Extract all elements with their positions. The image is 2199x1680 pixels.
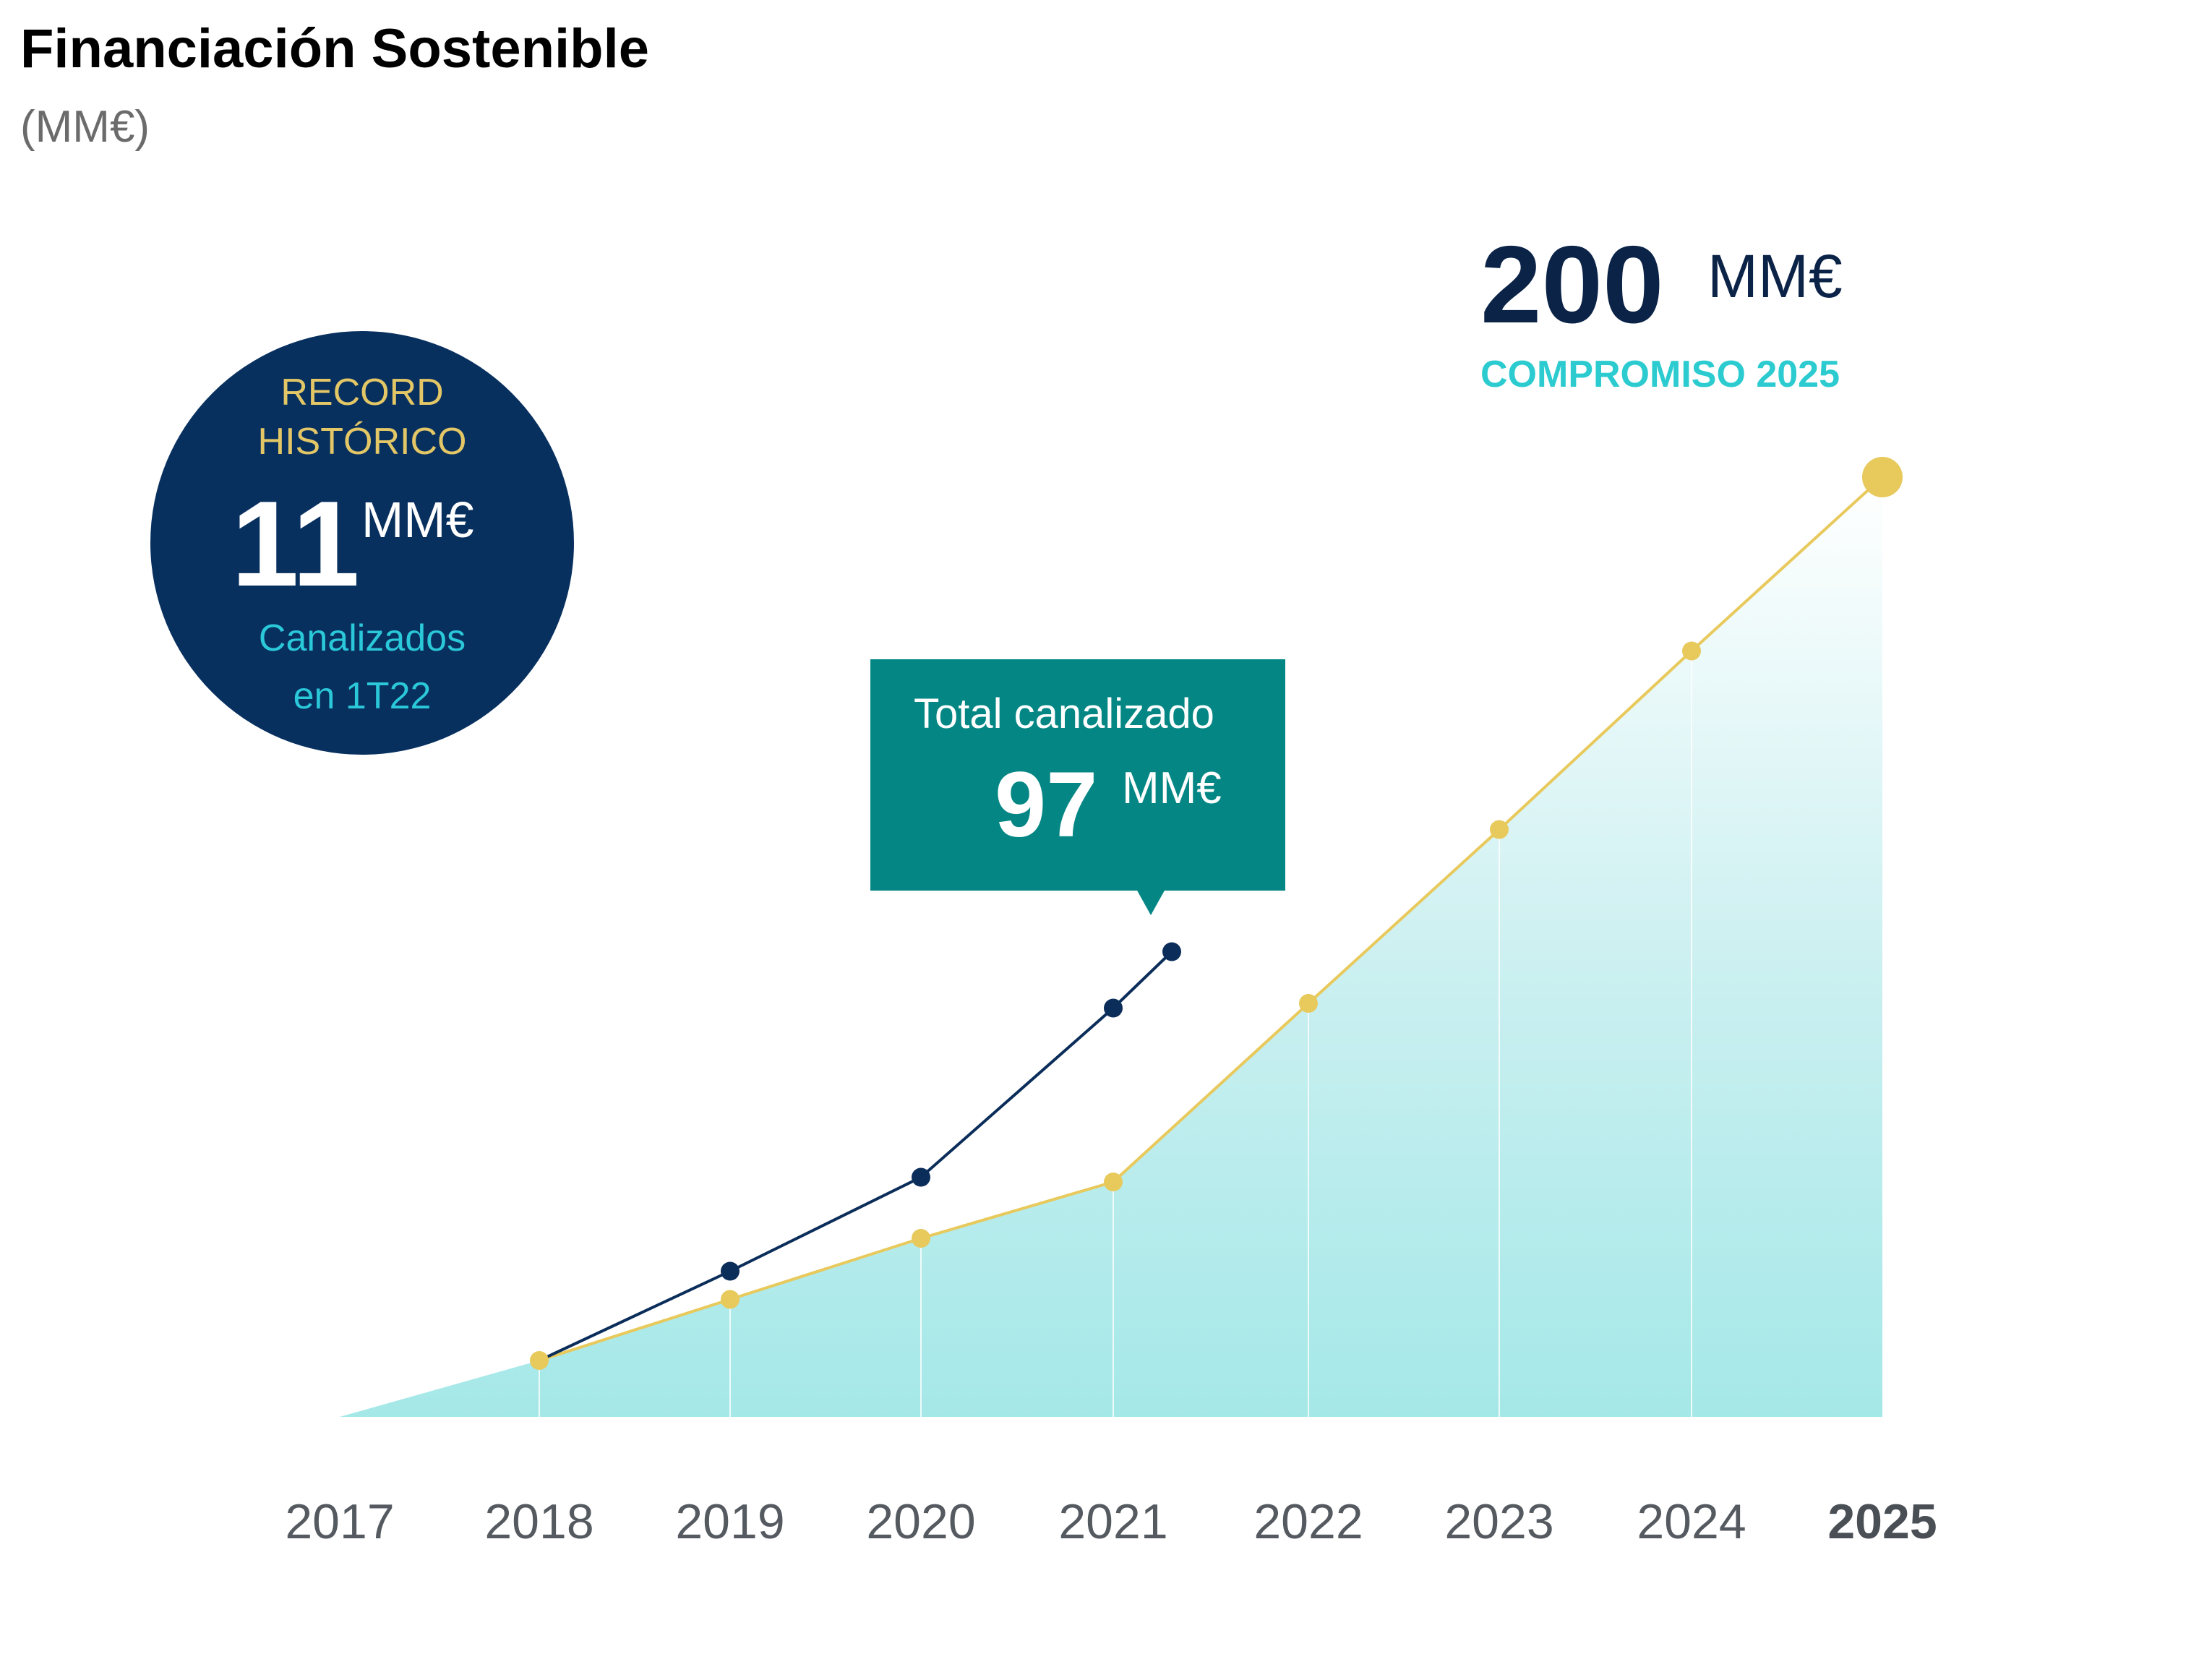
record-desc-line1: Canalizados <box>258 617 466 659</box>
target-point <box>1682 641 1701 661</box>
actual-point <box>1162 942 1181 961</box>
total-unit: MM€ <box>1122 763 1222 813</box>
x-tick-label: 2018 <box>484 1494 593 1549</box>
chart-unit-label: (MM€) <box>20 102 150 152</box>
actual-point <box>721 1261 740 1281</box>
target-series-line <box>539 476 1884 1362</box>
total-label: Total canalizado <box>914 690 1214 737</box>
x-tick-label: 2019 <box>675 1494 784 1549</box>
target-point <box>721 1290 740 1309</box>
x-tick-label: 2020 <box>866 1494 975 1549</box>
x-tick-label: 2023 <box>1444 1494 1553 1549</box>
record-badge: RECORD HISTÓRICO 11 MM€ Canalizados en 1… <box>150 331 574 755</box>
record-value: 11 <box>231 476 360 612</box>
x-tick-label: 2024 <box>1637 1494 1746 1549</box>
target-endpoint <box>1862 457 1903 497</box>
target-area <box>340 477 1882 1417</box>
x-tick-label: 2025 <box>1827 1494 1937 1549</box>
x-tick-label: 2022 <box>1253 1494 1363 1549</box>
record-title-line2: HISTÓRICO <box>257 421 467 463</box>
record-desc-line2: en 1T22 <box>293 675 432 717</box>
target-point <box>1490 820 1509 839</box>
target-point <box>1104 1173 1123 1191</box>
record-unit: MM€ <box>361 492 474 548</box>
x-tick-label: 2021 <box>1058 1494 1167 1549</box>
target-unit: MM€ <box>1707 242 1843 310</box>
record-title-line1: RECORD <box>280 372 444 413</box>
actual-point <box>912 1167 930 1187</box>
total-value: 97 <box>995 753 1098 857</box>
target-value: 200 <box>1480 223 1664 346</box>
target-point <box>530 1351 549 1370</box>
target-point <box>912 1229 930 1248</box>
x-tick-label: 2017 <box>285 1494 394 1549</box>
target-label: COMPROMISO 2025 <box>1480 353 1840 395</box>
chart-title: Financiación Sostenible <box>20 18 649 80</box>
total-callout-pointer <box>1136 889 1165 915</box>
actual-point <box>1104 998 1123 1018</box>
total-callout: Total canalizado 97 MM€ <box>870 659 1285 891</box>
target-point <box>1299 994 1318 1013</box>
